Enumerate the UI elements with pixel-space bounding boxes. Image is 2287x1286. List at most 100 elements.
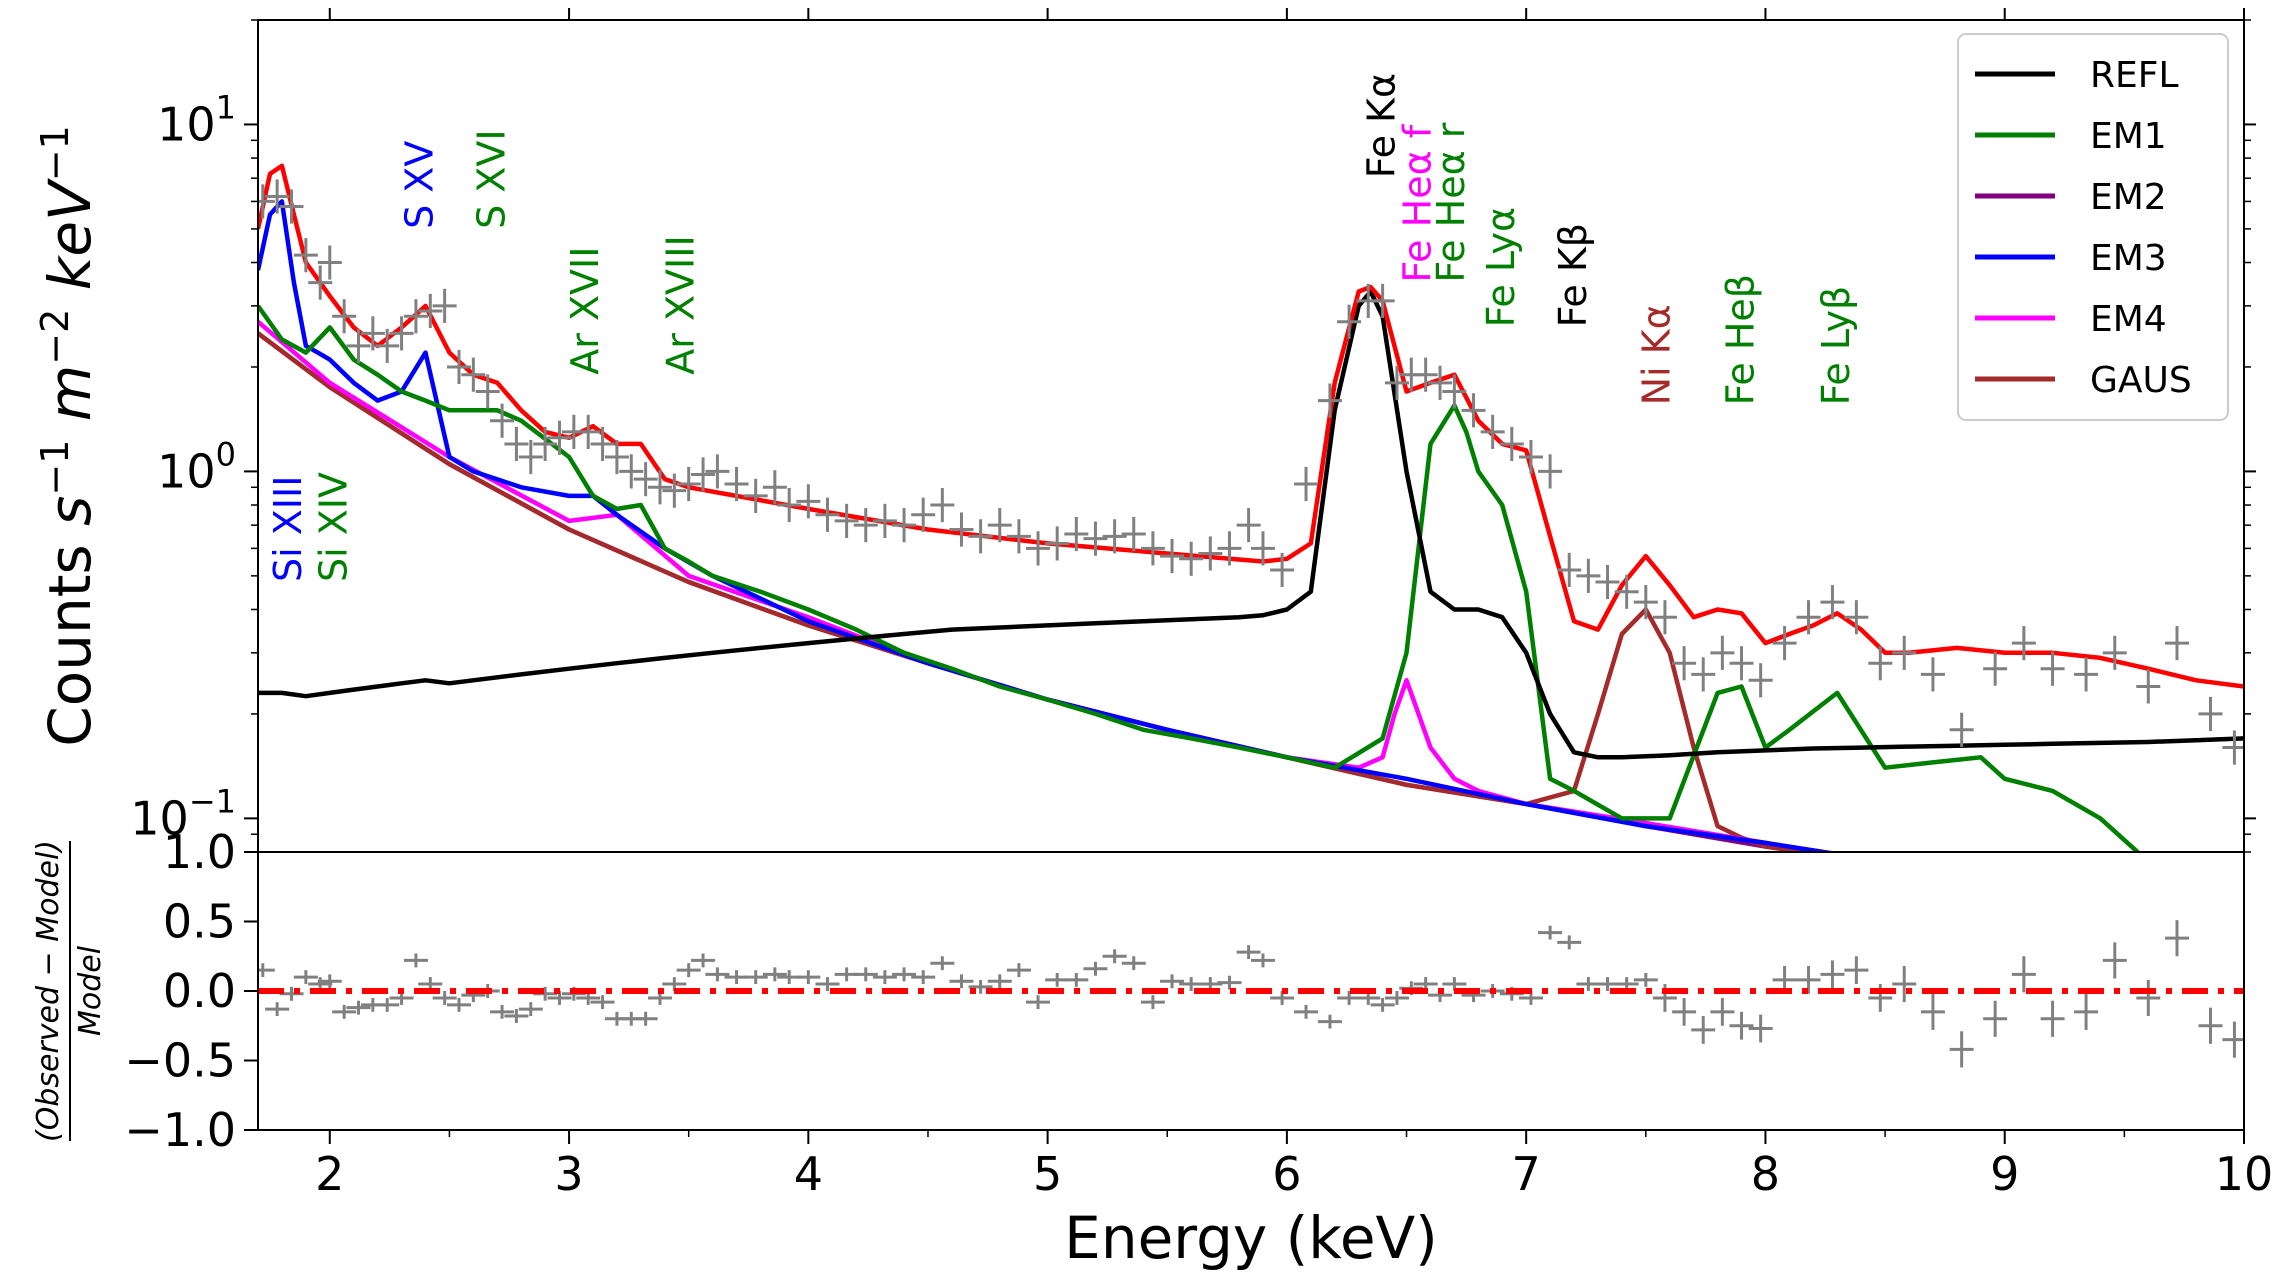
residual-point (1121, 956, 1146, 971)
residual-point (2165, 920, 2190, 957)
residual-point (1236, 945, 1261, 960)
observed-point (1518, 439, 1543, 475)
observed-point (1729, 646, 1754, 681)
svg-text:(Observed − Model): (Observed − Model) (31, 840, 66, 1142)
y-tick-label: 100 (157, 435, 236, 498)
observed-point (403, 299, 428, 334)
residuals-panel: 1.0 0.5 0.0 −0.5 −1.0 2 3 4 5 6 7 8 9 10 (Observed −… (31, 825, 2273, 1272)
residual-y-tick-label: 0.0 (163, 964, 236, 1018)
observed-point (1844, 600, 1869, 635)
observed-point (1652, 600, 1677, 635)
observed-point (446, 349, 471, 385)
observed-point (705, 454, 730, 489)
residual-point (432, 991, 457, 1005)
observed-point (1892, 635, 1917, 670)
observed-point (1236, 508, 1261, 543)
observed-point (633, 462, 658, 497)
observed-point (815, 497, 840, 532)
observed-point (258, 184, 275, 219)
legend-label: EM3 (2090, 238, 2167, 279)
residual-point (1026, 995, 1051, 1010)
residual-point (590, 995, 615, 1010)
observed-point (1949, 712, 1974, 747)
spectrum-x-ticks (328, 8, 2245, 20)
residual-point (1294, 1004, 1319, 1019)
residual-point (1384, 991, 1409, 1005)
residual-point (1140, 995, 1165, 1010)
observed-point (547, 420, 572, 455)
residual-point (796, 970, 821, 985)
residual-point (1160, 974, 1185, 989)
series-line-em3 (258, 199, 1838, 852)
residual-point (317, 974, 342, 989)
residual-point (691, 953, 716, 968)
observed-point (576, 414, 601, 449)
annotation-s-xv: S XV (398, 141, 442, 229)
residual-y-tick-label: 1.0 (163, 825, 236, 879)
residual-point (872, 970, 897, 985)
observed-point (332, 299, 357, 334)
observed-data-points (258, 179, 2244, 765)
x-tick-label: 6 (1272, 1147, 1301, 1201)
spectrum-y-axis-title: Counts s−1 m−2 keV−1 (33, 125, 104, 747)
observed-point (1442, 374, 1467, 409)
observed-point (1672, 646, 1697, 681)
observed-point (1820, 585, 1845, 620)
residual-point (1729, 1011, 1754, 1040)
observed-point (1461, 393, 1486, 428)
observed-point (1045, 526, 1070, 561)
observed-point (647, 470, 672, 505)
y-tick-label: 10−1 (130, 782, 236, 845)
legend-label: EM4 (2090, 299, 2167, 340)
observed-point (853, 508, 878, 543)
residual-point (762, 967, 787, 982)
x-tick-label: 7 (1512, 1147, 1541, 1201)
legend-entry-gaus: GAUS (1975, 360, 2192, 401)
observed-point (1121, 516, 1146, 552)
legend-entry-em4: EM4 (1975, 299, 2167, 340)
residual-point (815, 977, 840, 991)
observed-point (834, 503, 859, 538)
residual-point (403, 953, 428, 968)
residual-point (1672, 997, 1697, 1026)
observed-point (2074, 657, 2099, 692)
observed-point (724, 466, 749, 502)
observed-point (1557, 552, 1582, 588)
observed-point (1217, 531, 1242, 566)
residual-y-tick-label: 0.5 (163, 895, 236, 949)
residual-point (1691, 1016, 1716, 1044)
observed-point (265, 179, 290, 214)
residual-point (1983, 1000, 2008, 1037)
annotation-fe-k: Fe Kβ (1551, 223, 1595, 327)
residual-point (1920, 993, 1945, 1030)
svg-text:Model: Model (73, 945, 108, 1036)
annotation-fe-ly: Fe Lyα (1479, 207, 1523, 327)
observed-point (1026, 531, 1051, 566)
observed-point (619, 454, 644, 489)
annotation-fe-he-f: Fe Heα f (1396, 123, 1440, 282)
observed-point (691, 457, 716, 492)
observed-point (1576, 558, 1601, 593)
observed-point (418, 293, 443, 329)
residual-point (2074, 993, 2099, 1030)
residual-point (265, 1002, 290, 1017)
residual-point (1949, 1031, 1974, 1068)
observed-point (1179, 541, 1204, 576)
observed-point (777, 487, 802, 523)
observed-point (1428, 365, 1453, 400)
observed-point (987, 508, 1012, 543)
observed-point (308, 265, 333, 300)
residual-point (1844, 956, 1869, 985)
residual-point (1796, 965, 1821, 994)
annotation-s-xvi: S XVI (470, 129, 514, 228)
observed-point (1337, 304, 1362, 339)
annotation-si-xiv: Si XIV (312, 472, 356, 582)
residual-point (2040, 1000, 2065, 1037)
residual-point (987, 974, 1012, 989)
residual-point (293, 970, 318, 985)
line-identification-labels: Si XIII Si XIV S XV S XVI Ar XVII Ar XVIII Fe … (266, 73, 1858, 582)
x-tick-label: 9 (1990, 1147, 2019, 1201)
observed-point (743, 478, 768, 513)
annotation-ni-k: Ni Kα (1635, 304, 1679, 405)
